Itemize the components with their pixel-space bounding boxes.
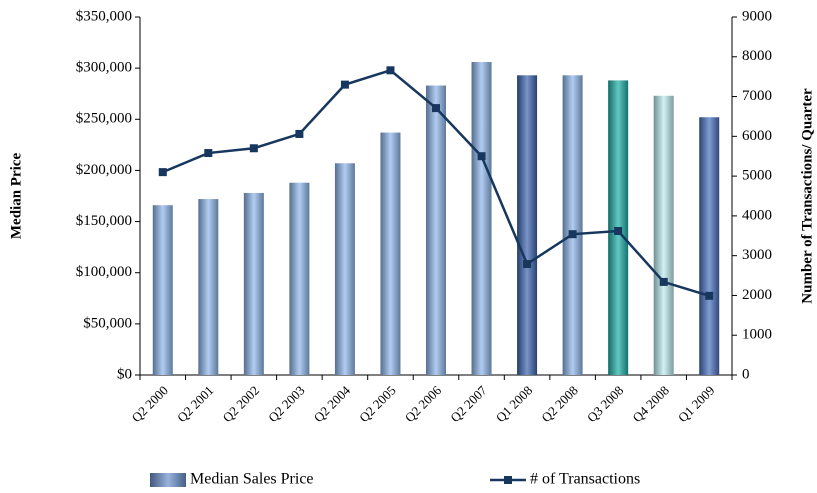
- x-tick-label: Q1 2008: [493, 383, 536, 426]
- y-tick-label: $50,000: [83, 315, 132, 331]
- y-tick-label: $300,000: [76, 60, 132, 76]
- y2-tick-label: 8000: [742, 48, 772, 64]
- y-tick-label: $100,000: [76, 264, 132, 280]
- y-tick-label: $250,000: [76, 111, 132, 127]
- bar: [426, 85, 446, 375]
- y2-tick-label: 7000: [742, 88, 772, 104]
- marker: [659, 277, 668, 286]
- y-tick-label: $150,000: [76, 213, 132, 229]
- marker: [568, 230, 577, 239]
- bar: [471, 62, 492, 376]
- bar: [198, 199, 219, 375]
- y-tick-label: $0: [117, 366, 132, 382]
- bar: [653, 95, 674, 375]
- bar: [699, 117, 720, 376]
- marker: [204, 149, 213, 158]
- x-tick-label: Q2 2005: [356, 383, 399, 426]
- marker: [295, 129, 304, 138]
- legend-swatch: [504, 476, 512, 484]
- y2-tick-label: 4000: [742, 207, 772, 223]
- marker: [386, 66, 395, 75]
- y2-tick-label: 2000: [742, 287, 772, 303]
- marker: [523, 260, 532, 269]
- bar: [562, 75, 583, 375]
- x-tick-label: Q4 2008: [629, 383, 672, 426]
- bar: [517, 75, 538, 375]
- legend-label: # of Transactions: [530, 471, 640, 488]
- marker: [477, 152, 486, 161]
- x-tick-label: Q2 2003: [265, 383, 308, 426]
- y2-tick-label: 9000: [742, 8, 772, 24]
- y2-tick-label: 6000: [742, 128, 772, 144]
- marker: [340, 80, 349, 89]
- legend-label: Median Sales Price: [190, 471, 314, 488]
- marker: [432, 104, 440, 113]
- marker: [249, 144, 258, 153]
- marker: [614, 227, 623, 236]
- y2-tick-label: 1000: [742, 327, 772, 343]
- bar: [380, 132, 401, 375]
- bar: [334, 163, 355, 375]
- marker: [705, 291, 714, 300]
- y2-tick-label: 3000: [742, 247, 772, 263]
- x-tick-label: Q2 2006: [402, 382, 445, 425]
- x-tick-label: Q2 2007: [447, 382, 490, 425]
- x-tick-label: Q2 2000: [128, 383, 171, 426]
- x-tick-label: Q2 2001: [174, 383, 217, 426]
- y2-tick-label: 5000: [742, 168, 772, 184]
- x-tick-label: Q2 2004: [311, 382, 354, 425]
- x-tick-label: Q2 2002: [220, 383, 263, 426]
- y2-tick-label: 0: [742, 366, 750, 382]
- bar: [243, 192, 264, 375]
- y2-axis-title: Number of Transactions/ Quarter: [799, 88, 815, 304]
- legend-swatch: [150, 473, 186, 487]
- x-tick-label: Q2 2008: [538, 383, 581, 426]
- y-tick-label: $350,000: [76, 8, 132, 24]
- marker: [158, 168, 167, 177]
- y-tick-label: $200,000: [76, 162, 132, 178]
- bar: [152, 205, 173, 375]
- x-tick-label: Q1 2009: [675, 383, 718, 426]
- y-axis-title: Median Price: [8, 153, 24, 240]
- bar: [289, 182, 310, 375]
- x-tick-label: Q3 2008: [584, 383, 627, 426]
